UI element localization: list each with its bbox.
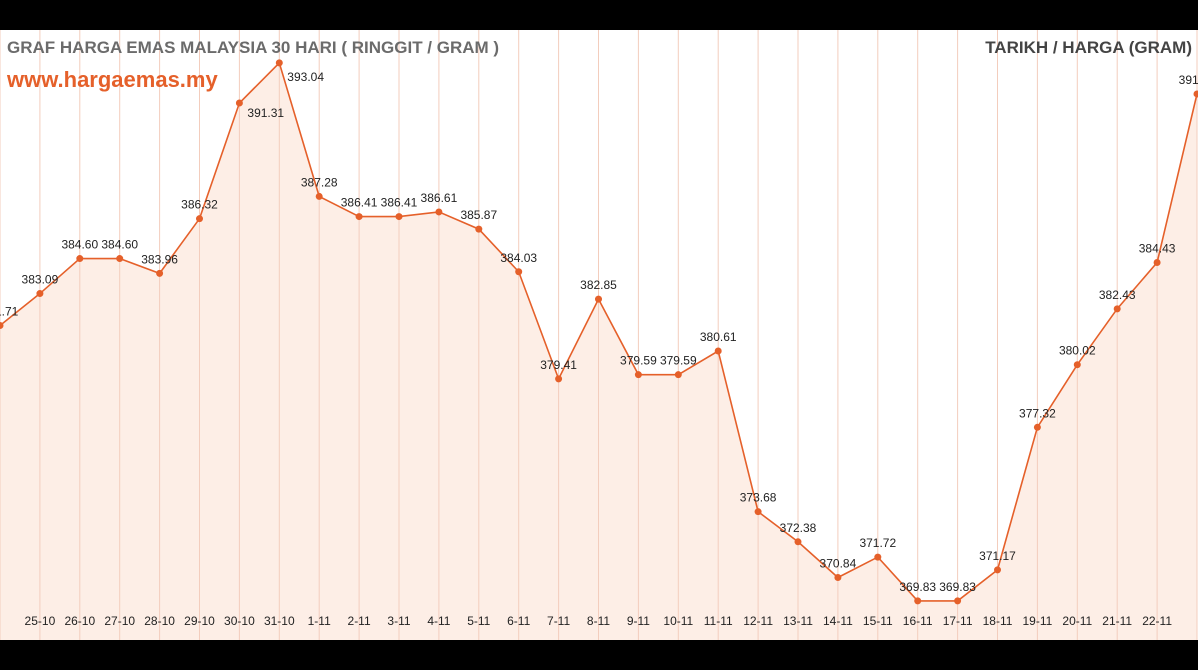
data-point xyxy=(1033,423,1041,431)
x-tick-label: 16-11 xyxy=(903,614,933,628)
data-label: 380.61 xyxy=(700,330,737,344)
data-point xyxy=(1113,305,1121,313)
data-label: 379.59 xyxy=(620,354,657,368)
data-label: 372.38 xyxy=(780,521,817,535)
x-tick-label: 9-11 xyxy=(627,614,650,628)
data-point xyxy=(36,290,44,298)
data-label: 386.61 xyxy=(421,191,458,205)
data-label: 382.85 xyxy=(580,278,617,292)
data-label: 379.41 xyxy=(540,358,577,372)
data-point xyxy=(834,573,842,581)
x-tick-label: 5-11 xyxy=(467,614,490,628)
data-point xyxy=(954,597,962,605)
x-tick-label: 18-11 xyxy=(983,614,1013,628)
x-tick-label: 17-11 xyxy=(943,614,973,628)
data-label: 391.31 xyxy=(247,106,284,120)
x-tick-label: 28-10 xyxy=(144,614,175,628)
legend-label: TARIKH / HARGA (GRAM) xyxy=(985,38,1192,57)
data-label: 373.68 xyxy=(740,491,777,505)
data-label: 386.41 xyxy=(381,196,418,210)
x-tick-label: 2-11 xyxy=(348,614,371,628)
x-tick-label: 10-11 xyxy=(663,614,693,628)
x-tick-label: 14-11 xyxy=(823,614,853,628)
data-label: 377.32 xyxy=(1019,406,1056,420)
x-tick-label: 19-11 xyxy=(1022,614,1052,628)
data-point xyxy=(156,269,164,277)
data-label: 381.71 xyxy=(0,305,19,319)
x-tick-label: 20-11 xyxy=(1062,614,1092,628)
data-point xyxy=(76,255,84,263)
data-point xyxy=(714,347,722,355)
x-tick-label: 30-10 xyxy=(224,614,255,628)
data-label: 369.83 xyxy=(939,580,976,594)
x-tick-label: 7-11 xyxy=(547,614,570,628)
data-point xyxy=(0,322,4,330)
data-label: 369.83 xyxy=(899,580,936,594)
x-tick-label: 15-11 xyxy=(863,614,893,628)
x-tick-label: 3-11 xyxy=(387,614,410,628)
data-label: 383.96 xyxy=(141,252,178,266)
data-label: 382.43 xyxy=(1099,288,1136,302)
data-label: 385.87 xyxy=(460,208,497,222)
data-point xyxy=(1193,90,1198,98)
data-point xyxy=(634,371,642,379)
x-tick-label: 25-10 xyxy=(25,614,56,628)
data-label: 371.72 xyxy=(859,536,896,550)
data-point xyxy=(196,215,203,223)
data-label: 370.84 xyxy=(820,556,857,570)
gold-price-chart: 381.71383.09384.60384.60383.96386.32391.… xyxy=(0,30,1198,640)
x-tick-label: 22-11 xyxy=(1142,614,1172,628)
data-label: 380.02 xyxy=(1059,344,1096,358)
x-tick-label: 8-11 xyxy=(587,614,610,628)
data-point xyxy=(435,208,443,216)
data-point xyxy=(555,375,563,383)
data-point xyxy=(395,213,403,221)
data-point xyxy=(315,192,323,200)
data-point xyxy=(914,597,922,605)
data-label: 379.59 xyxy=(660,354,697,368)
data-point xyxy=(794,538,802,546)
x-tick-label: 12-11 xyxy=(743,614,773,628)
data-label: 384.60 xyxy=(101,238,138,252)
data-point xyxy=(275,59,283,67)
data-label: 383.09 xyxy=(22,273,59,287)
data-label: 371.17 xyxy=(979,549,1016,563)
data-label: 391.70 xyxy=(1179,73,1198,87)
data-label: 384.43 xyxy=(1139,241,1176,255)
data-label: 384.60 xyxy=(61,238,98,252)
data-point xyxy=(235,99,243,107)
chart-title: GRAF HARGA EMAS MALAYSIA 30 HARI ( RINGG… xyxy=(7,38,500,57)
data-point xyxy=(515,268,523,276)
data-label: 387.28 xyxy=(301,175,338,189)
x-tick-label: 4-11 xyxy=(427,614,450,628)
data-label: 384.03 xyxy=(500,251,537,265)
data-point xyxy=(1073,361,1081,369)
website-link[interactable]: www.hargaemas.my xyxy=(7,67,218,92)
x-tick-label: 31-10 xyxy=(264,614,295,628)
data-point xyxy=(475,225,483,233)
data-label: 386.32 xyxy=(181,198,218,212)
data-point xyxy=(1153,258,1161,266)
data-point xyxy=(674,371,682,379)
x-tick-label: 1-11 xyxy=(308,614,331,628)
x-tick-label: 27-10 xyxy=(104,614,135,628)
data-point xyxy=(874,553,882,561)
data-point xyxy=(595,295,602,303)
x-tick-label: 13-11 xyxy=(783,614,813,628)
x-tick-label: 21-11 xyxy=(1102,614,1132,628)
x-tick-label: 29-10 xyxy=(184,614,215,628)
data-point xyxy=(355,213,363,221)
chart-frame: 381.71383.09384.60384.60383.96386.32391.… xyxy=(0,30,1198,640)
data-label: 386.41 xyxy=(341,196,378,210)
x-tick-label: 26-10 xyxy=(64,614,95,628)
data-point xyxy=(994,566,1001,574)
data-point xyxy=(754,508,762,516)
data-label: 393.04 xyxy=(287,70,324,84)
x-tick-label: 11-11 xyxy=(704,614,733,628)
data-point xyxy=(116,255,124,263)
x-tick-label: 6-11 xyxy=(507,614,530,628)
